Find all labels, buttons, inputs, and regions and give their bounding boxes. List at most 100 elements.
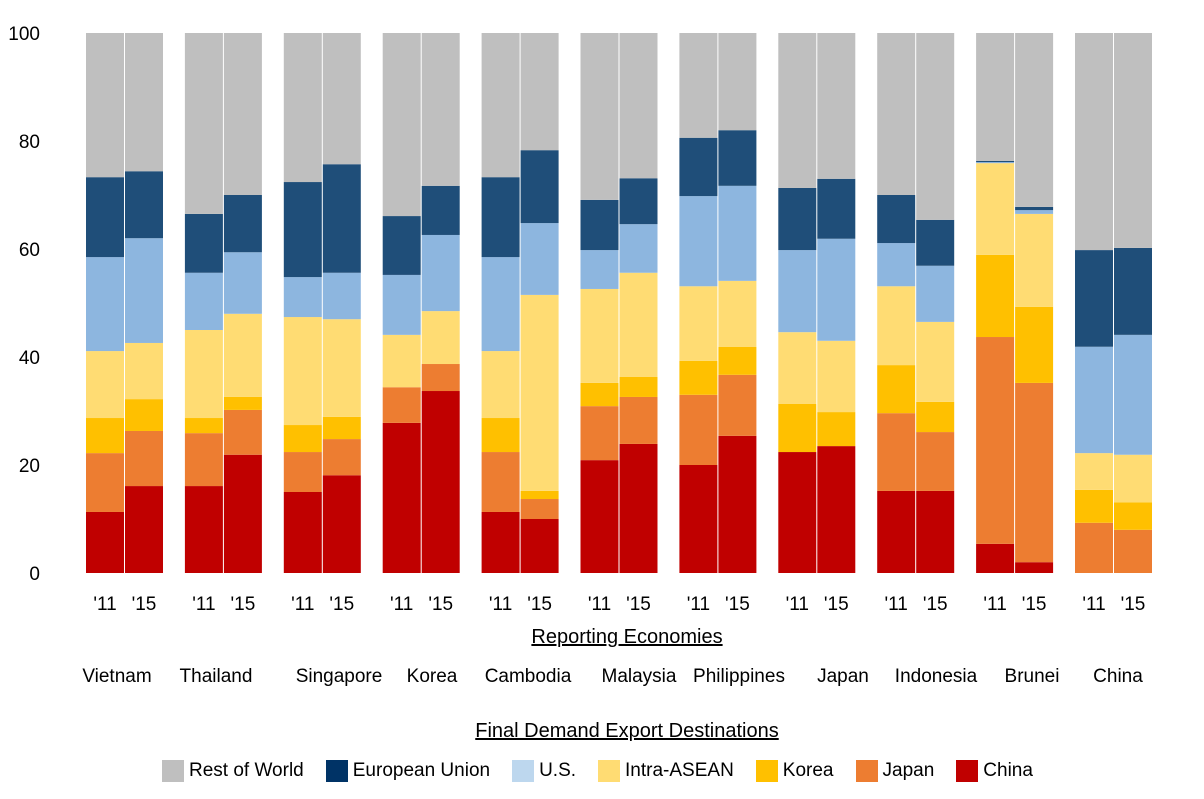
bar-segment-rest-of-world	[619, 33, 658, 179]
x-tick-label: '11	[489, 594, 512, 615]
bar-segment-u-s-	[580, 250, 619, 289]
bar-segment-u-s-	[481, 257, 520, 352]
bar-segment-korea	[86, 418, 124, 454]
bar-segment-japan	[86, 453, 124, 512]
bar-segment-european-union	[481, 177, 520, 258]
bar-segment-japan	[1015, 382, 1054, 563]
legend-item: Japan	[855, 760, 934, 782]
bar-segment-japan	[580, 406, 619, 461]
bar-segment-rest-of-world	[817, 33, 856, 179]
bar-segment-european-union	[778, 187, 817, 251]
bar-segment-japan	[976, 337, 1015, 544]
bar-segment-china	[184, 486, 223, 573]
group-label: Philippines	[693, 666, 785, 687]
y-tick-label: 100	[8, 24, 40, 45]
bar-segment-japan	[520, 499, 559, 519]
bar-segment-u-s-	[1075, 346, 1113, 454]
y-tick-label: 60	[19, 240, 40, 261]
bar-segment-rest-of-world	[916, 33, 955, 220]
group-label: Japan	[817, 666, 869, 687]
bar-segment-u-s-	[619, 224, 658, 273]
bar-segment-european-union	[679, 137, 718, 197]
group-labels: Vietnam Thailand Singapore Korea Cambodia Mal…	[82, 666, 1143, 687]
bar-segment-intra-asean	[421, 311, 460, 365]
bar-segment-u-s-	[421, 234, 460, 312]
bar-segment-u-s-	[817, 238, 856, 341]
bar-segment-china	[877, 490, 916, 573]
bar-segment-u-s-	[916, 265, 955, 322]
bar-segment-rest-of-world	[1015, 33, 1054, 207]
legend-label: European Union	[352, 760, 491, 781]
x-tick-label: '15	[1121, 594, 1146, 615]
bar-segment-china	[86, 511, 124, 573]
bar-segment-european-union	[877, 195, 916, 244]
bar-segment-intra-asean	[817, 340, 856, 413]
legend-swatch	[325, 760, 348, 782]
bar-segment-rest-of-world	[382, 33, 421, 217]
bar-segment-intra-asean	[125, 342, 163, 400]
bar-segment-rest-of-world	[1114, 33, 1152, 248]
x-tick-label: '15	[231, 594, 256, 615]
bar-segment-rest-of-world	[184, 33, 223, 214]
legend-title: Final Demand Export Destinations	[475, 720, 778, 742]
bar-segment-korea	[817, 412, 856, 447]
x-tick-label: '11	[93, 594, 116, 615]
bar-segment-japan	[1114, 529, 1152, 573]
bar-segment-intra-asean	[481, 351, 520, 419]
bar-segment-china	[580, 460, 619, 573]
bar-segment-korea	[283, 425, 322, 453]
legend-swatch	[512, 760, 535, 782]
bar-segment-japan	[619, 396, 658, 444]
bar-segment-intra-asean	[778, 332, 817, 404]
y-tick-label: 40	[19, 348, 40, 369]
bar-segment-european-union	[86, 177, 124, 258]
legend-label: U.S.	[539, 760, 577, 781]
bar-segment-rest-of-world	[778, 33, 817, 188]
x-tick-label: '15	[428, 594, 453, 615]
bar-segment-u-s-	[718, 185, 757, 281]
bar-segment-intra-asean	[520, 294, 559, 491]
bar-segment-korea	[1015, 306, 1054, 383]
bar-segment-intra-asean	[184, 330, 223, 419]
bar-segment-european-union	[322, 164, 361, 273]
bar-segment-u-s-	[778, 250, 817, 333]
bar-segment-japan	[125, 430, 163, 487]
bar-segment-china	[1015, 562, 1054, 573]
x-axis: '11 '15 '11 '15 '11 '15 '11 '15 '11 '15 '11 '15 '11 '…	[93, 594, 1145, 615]
bar-segment-rest-of-world	[718, 33, 757, 131]
group-label: Indonesia	[895, 666, 978, 687]
bar-segment-european-union	[1114, 247, 1152, 335]
x-tick-label: '15	[626, 594, 651, 615]
bar-segment-rest-of-world	[520, 33, 559, 151]
x-tick-label: '15	[923, 594, 948, 615]
x-tick-label: '15	[329, 594, 354, 615]
bar-segment-rest-of-world	[125, 33, 163, 172]
bar-segment-intra-asean	[86, 351, 124, 419]
bar-segment-china	[817, 446, 856, 573]
x-axis-title: Reporting Economies	[531, 626, 722, 648]
bar-segment-intra-asean	[877, 286, 916, 366]
bar-segment-china	[679, 465, 718, 573]
bar-segment-korea	[976, 254, 1015, 338]
bar-segment-japan	[382, 387, 421, 423]
x-tick-label: '11	[291, 594, 314, 615]
bar-segment-korea	[322, 416, 361, 440]
bar-segment-european-union	[976, 160, 1015, 163]
bar-segment-intra-asean	[679, 286, 718, 361]
bar-segment-rest-of-world	[283, 33, 322, 183]
bar-segment-korea	[125, 399, 163, 431]
bar-segment-china	[481, 511, 520, 573]
bars	[86, 33, 1152, 573]
bar-segment-intra-asean	[1075, 453, 1113, 490]
x-tick-label: '11	[885, 594, 908, 615]
bar-segment-european-union	[580, 199, 619, 251]
legend: Rest of World European Union U.S. Intra-ASE…	[162, 760, 1055, 782]
bar-segment-korea	[619, 376, 658, 397]
bar-segment-european-union	[125, 171, 163, 239]
bar-segment-european-union	[619, 178, 658, 225]
bar-segment-korea	[223, 396, 262, 410]
bar-segment-rest-of-world	[86, 33, 124, 178]
bar-segment-u-s-	[223, 252, 262, 314]
bar-segment-rest-of-world	[679, 33, 718, 138]
